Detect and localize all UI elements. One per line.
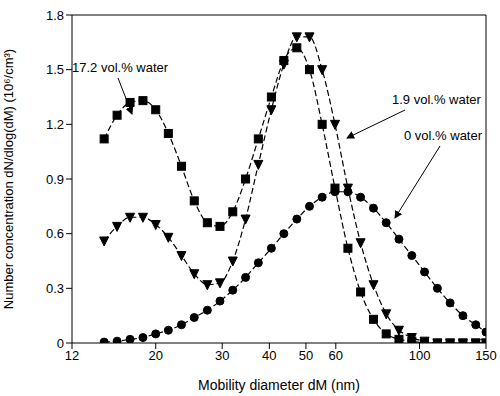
svg-text:60: 60 <box>329 348 343 363</box>
svg-text:Mobility diameter dM (nm): Mobility diameter dM (nm) <box>198 377 360 393</box>
svg-text:1.5: 1.5 <box>46 62 64 77</box>
svg-text:30: 30 <box>215 348 229 363</box>
svg-text:40: 40 <box>262 348 276 363</box>
svg-text:0: 0 <box>57 336 64 351</box>
svg-text:0 vol.% water: 0 vol.% water <box>404 128 483 143</box>
svg-text:20: 20 <box>148 348 162 363</box>
svg-text:1.9 vol.% water: 1.9 vol.% water <box>392 92 482 107</box>
svg-text:0.3: 0.3 <box>46 281 64 296</box>
svg-text:150: 150 <box>475 348 492 363</box>
svg-text:17.2 vol.% water: 17.2 vol.% water <box>72 60 169 75</box>
svg-text:50: 50 <box>299 348 313 363</box>
svg-text:Number concentration dN/dlog(d: Number concentration dN/dlog(dM) (10⁶/cm… <box>8 49 16 309</box>
svg-text:12: 12 <box>65 348 79 363</box>
svg-text:0.6: 0.6 <box>46 226 64 241</box>
svg-text:1.2: 1.2 <box>46 117 64 132</box>
svg-text:1.8: 1.8 <box>46 8 64 23</box>
svg-text:100: 100 <box>409 348 431 363</box>
svg-text:0.9: 0.9 <box>46 172 64 187</box>
